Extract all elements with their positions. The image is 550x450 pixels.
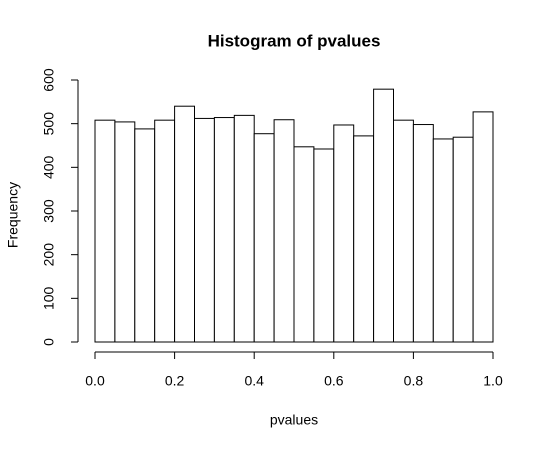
bar bbox=[174, 105, 196, 343]
x-tick-label: 0.2 bbox=[165, 373, 185, 389]
bar bbox=[213, 117, 235, 343]
bar bbox=[432, 138, 454, 343]
bar bbox=[273, 119, 295, 343]
x-tick-label: 0.6 bbox=[324, 373, 344, 389]
bar bbox=[333, 124, 355, 343]
y-tick-label: 400 bbox=[41, 155, 57, 179]
bar bbox=[134, 128, 156, 343]
bar bbox=[194, 117, 215, 343]
bar bbox=[154, 119, 176, 343]
y-tick-label: 500 bbox=[41, 112, 57, 136]
bar bbox=[373, 88, 395, 343]
bar bbox=[293, 146, 315, 343]
bar bbox=[253, 133, 275, 343]
bar bbox=[353, 135, 375, 343]
x-tick-label: 0.4 bbox=[244, 373, 264, 389]
x-tick-label: 0.0 bbox=[85, 373, 105, 389]
y-tick-label: 0 bbox=[41, 338, 57, 346]
y-axis-label: Frequency bbox=[5, 182, 21, 248]
chart-title: Histogram of pvalues bbox=[208, 31, 381, 50]
x-tick-label: 0.8 bbox=[404, 373, 424, 389]
y-tick-label: 100 bbox=[41, 286, 57, 310]
bar bbox=[94, 119, 116, 343]
bar bbox=[452, 136, 474, 343]
bar bbox=[114, 121, 136, 343]
y-tick-label: 600 bbox=[41, 68, 57, 92]
y-tick-label: 300 bbox=[41, 199, 57, 223]
x-tick-label: 1.0 bbox=[483, 373, 503, 389]
bar bbox=[393, 119, 414, 343]
x-axis-label: pvalues bbox=[270, 412, 318, 428]
bar bbox=[313, 148, 335, 343]
bar bbox=[233, 114, 255, 343]
y-tick-label: 200 bbox=[41, 243, 57, 267]
bar bbox=[472, 111, 494, 343]
bar bbox=[412, 124, 434, 343]
